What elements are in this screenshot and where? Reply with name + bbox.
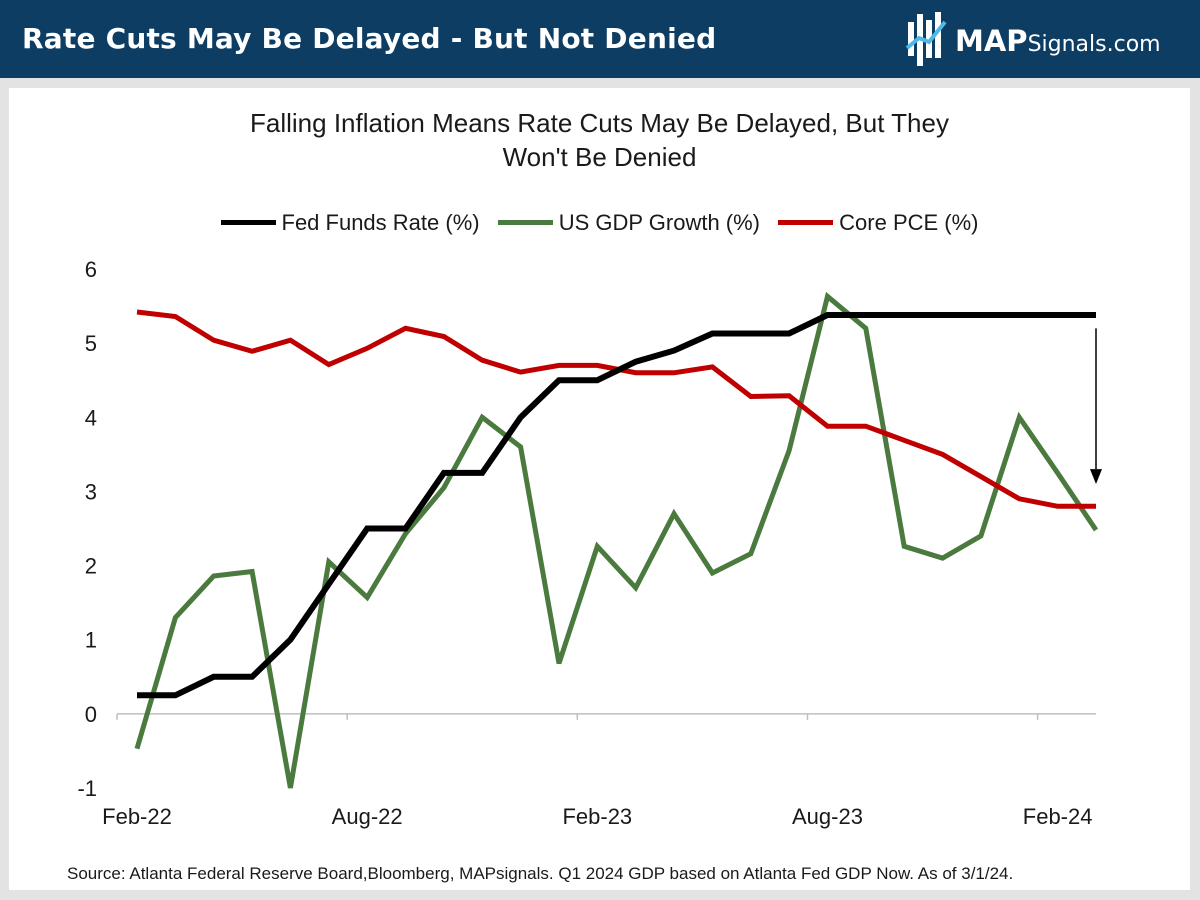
y-tick-label: 0 [85, 702, 97, 727]
chart-title-line-2: Won't Be Denied [502, 142, 697, 172]
x-axis [116, 713, 1096, 720]
y-tick-label: 3 [85, 479, 97, 504]
legend-swatch-gdp [497, 219, 553, 225]
y-axis-ticks: 6 5 4 3 2 1 0 -1 [77, 257, 97, 801]
chart-title-line-1: Falling Inflation Means Rate Cuts May Be… [250, 108, 949, 138]
source-note: Source: Atlanta Federal Reserve Board,Bl… [67, 864, 1014, 883]
legend-label-gdp: US GDP Growth (%) [558, 210, 761, 235]
fed-funds-rate-line [137, 312, 1096, 699]
y-tick-label: 4 [85, 405, 97, 430]
logo-mark-icon [905, 12, 947, 66]
y-tick-label: 6 [85, 257, 97, 282]
x-tick-label: Feb-22 [102, 804, 172, 829]
logo-rest-text: Signals.com [1027, 32, 1161, 57]
legend-swatch-core-pce [778, 219, 834, 225]
core-pce-line [136, 309, 1096, 509]
x-tick-label: Aug-23 [792, 804, 863, 829]
x-tick-label: Feb-24 [1023, 804, 1093, 829]
page-title: Rate Cuts May Be Delayed - But Not Denie… [22, 22, 717, 55]
logo-bold-text: MAP [955, 24, 1028, 58]
y-tick-label: -1 [77, 776, 97, 801]
y-tick-label: 1 [85, 628, 97, 653]
annotation-arrow [1090, 328, 1102, 485]
series-lines [134, 291, 1099, 789]
arrow-head-icon [1090, 469, 1102, 485]
legend-item-gdp: US GDP Growth (%) [497, 210, 761, 236]
y-tick-label: 2 [85, 554, 97, 579]
legend-label-fed-funds: Fed Funds Rate (%) [281, 210, 480, 235]
logo-wordmark: MAPSignals.com [955, 24, 1161, 58]
header-bar: Rate Cuts May Be Delayed - But Not Denie… [0, 0, 1200, 78]
chart-title: Falling Inflation Means Rate Cuts May Be… [9, 106, 1190, 174]
line-chart: 6 5 4 3 2 1 0 -1 Feb-22 Aug-22 Feb-23 Aug-23 Feb-24 [77, 257, 1102, 829]
legend: Fed Funds Rate (%) US GDP Growth (%) Cor… [9, 210, 1190, 236]
x-tick-label: Aug-22 [332, 804, 403, 829]
legend-item-fed-funds: Fed Funds Rate (%) [220, 210, 480, 236]
us-gdp-growth-line [134, 291, 1099, 789]
legend-label-core-pce: Core PCE (%) [839, 210, 979, 235]
chart-panel: Falling Inflation Means Rate Cuts May Be… [9, 88, 1190, 890]
legend-item-core-pce: Core PCE (%) [778, 210, 979, 236]
legend-swatch-fed-funds [220, 219, 276, 225]
x-axis-ticks: Feb-22 Aug-22 Feb-23 Aug-23 Feb-24 [102, 804, 1092, 829]
mapsignals-logo: MAPSignals.com [905, 8, 1175, 70]
x-tick-label: Feb-23 [562, 804, 632, 829]
y-tick-label: 5 [85, 331, 97, 356]
